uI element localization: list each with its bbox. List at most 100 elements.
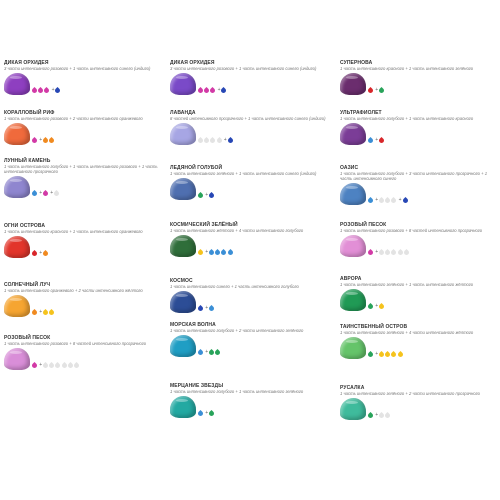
drop-icon	[54, 362, 62, 370]
drop-icon	[220, 87, 228, 95]
recipe-description: 1 часть интенсивного голубого + 1 часть …	[170, 389, 304, 394]
drop-icon	[208, 305, 216, 313]
hair-swatch	[4, 123, 30, 146]
drop-icon	[196, 410, 205, 418]
drop-icon	[30, 309, 39, 317]
color-recipe: ТАИНСТВЕННЫЙ ОСТРОВ 1 часть интенсивного …	[340, 324, 496, 360]
swatch-row: +	[340, 235, 496, 258]
swatch-row: +	[170, 291, 332, 314]
recipe-description: 1 часть интенсивного розового + 2 части …	[4, 116, 143, 121]
plus-sign: +	[217, 87, 221, 94]
drops-group: +	[196, 192, 216, 200]
color-recipe: ЛУННЫЙ КАМЕНЬ 1 часть интенсивного голубо…	[4, 158, 162, 199]
plus-sign: +	[375, 412, 379, 419]
recipe-name: ЛАВАНДА	[170, 110, 196, 116]
swatch-row: +	[170, 123, 332, 146]
drops-group: +	[366, 87, 386, 95]
color-recipe: МОРСКАЯ ВОЛНА 1 часть интенсивного голубо…	[170, 322, 332, 358]
plus-sign: +	[51, 87, 55, 94]
recipe-name: ДИКАЯ ОРХИДЕЯ	[4, 60, 49, 66]
drop-icon	[366, 412, 375, 420]
drop-icon	[378, 303, 386, 311]
swatch-row: +	[340, 289, 496, 312]
recipe-description: 1 часть интенсивного синего + 1 часть ин…	[170, 284, 299, 289]
color-recipe: КОСМОС 1 часть интенсивного синего + 1 ча…	[170, 278, 332, 314]
drops-group: +	[366, 137, 386, 145]
color-recipe: КОРАЛЛОВЫЙ РИФ 1 часть интенсивного розов…	[4, 110, 162, 146]
hair-swatch	[170, 396, 196, 419]
recipe-name: ОГНИ ОСТРОВА	[4, 223, 46, 229]
plus-sign: +	[375, 303, 379, 310]
drops-group: +	[196, 349, 222, 357]
plus-sign: +	[205, 249, 209, 256]
drops-group: +	[196, 305, 216, 313]
color-recipe: МЕРЦАНИЕ ЗВЕЗДЫ 1 часть интенсивного голу…	[170, 383, 332, 419]
swatch-row: +	[170, 335, 332, 358]
hair-swatch	[4, 236, 30, 259]
recipe-name: СОЛНЕЧНЫЙ ЛУЧ	[4, 282, 51, 288]
recipe-description: 1 часть интенсивного зелёного + 1 часть …	[170, 171, 317, 176]
drop-icon	[30, 250, 39, 258]
plus-sign: +	[223, 137, 227, 144]
color-recipe: РОЗОВЫЙ ПЕСОК 1 часть интенсивного розово…	[4, 335, 162, 371]
recipe-name: ОАЗИС	[340, 165, 359, 171]
drop-icon	[214, 349, 222, 357]
drops-group: +	[196, 137, 234, 145]
recipe-description: 3 части интенсивного розового + 1 часть …	[4, 66, 151, 71]
drops-group: +	[196, 87, 228, 95]
drop-icon	[196, 349, 205, 357]
plus-sign: +	[375, 249, 379, 256]
hair-swatch	[340, 235, 366, 258]
color-recipe: ОГНИ ОСТРОВА 1 часть интенсивного красног…	[4, 223, 162, 259]
plus-sign: +	[375, 351, 379, 358]
color-recipe: ДИКАЯ ОРХИДЕЯ 3 части интенсивного розово…	[4, 60, 162, 96]
color-recipe: ЛАВАНДА 8 частей интенсивного прозрачного…	[170, 110, 332, 146]
drop-icon	[366, 137, 375, 145]
plus-sign: +	[375, 137, 379, 144]
recipe-name: ТАИНСТВЕННЫЙ ОСТРОВ	[340, 324, 408, 330]
recipe-name: МЕРЦАНИЕ ЗВЕЗДЫ	[170, 383, 224, 389]
recipe-name: РУСАЛКА	[340, 385, 365, 391]
drop-icon	[366, 303, 375, 311]
drop-icon	[366, 249, 375, 257]
color-recipe: ОАЗИС 1 часть интенсивного голубого + 3 ч…	[340, 165, 496, 206]
drop-icon	[42, 250, 50, 258]
color-recipe: КОСМИЧЕСКИЙ ЗЕЛЁНЫЙ 1 часть интенсивного …	[170, 222, 332, 258]
hair-swatch	[170, 335, 196, 358]
color-recipe: АВРОРА 1 часть интенсивного зелёного + 1 …	[340, 276, 496, 312]
recipe-name: РОЗОВЫЙ ПЕСОК	[4, 335, 51, 341]
recipe-description: 1 часть интенсивного зелёного + 4 части …	[340, 330, 474, 335]
swatch-row: + +	[4, 176, 162, 199]
hair-swatch	[340, 337, 366, 360]
color-recipe: СОЛНЕЧНЫЙ ЛУЧ 1 часть интенсивного оранже…	[4, 282, 162, 318]
drop-icon	[30, 362, 39, 370]
recipe-name: МОРСКАЯ ВОЛНА	[170, 322, 216, 328]
recipe-name: РОЗОВЫЙ ПЕСОК	[340, 222, 387, 228]
hair-swatch	[340, 183, 366, 206]
plus-sign: +	[39, 362, 43, 369]
swatch-row: +	[4, 73, 162, 96]
drop-icon	[30, 190, 39, 198]
drop-icon	[402, 249, 410, 257]
hair-swatch	[170, 291, 196, 314]
recipe-description: 3 части интенсивного розового + 1 часть …	[170, 66, 317, 71]
plus-sign: +	[39, 137, 43, 144]
hair-swatch	[4, 295, 30, 318]
drop-icon	[390, 249, 398, 257]
drop-icon	[196, 249, 205, 257]
recipe-name: ЛЕДЯНОЙ ГОЛУБОЙ	[170, 165, 223, 171]
plus-sign: +	[205, 349, 209, 356]
color-recipe: УЛЬТРАФИОЛЕТ 1 часть интенсивного голубог…	[340, 110, 496, 146]
recipe-description: 1 часть интенсивного зелёного + 1 часть …	[340, 282, 474, 287]
drop-icon	[396, 351, 404, 359]
hair-swatch	[170, 235, 196, 258]
hair-swatch	[170, 123, 196, 146]
swatch-row: +	[4, 295, 162, 318]
drop-icon	[196, 192, 205, 200]
hair-swatch	[340, 289, 366, 312]
swatch-row: +	[340, 337, 496, 360]
drop-icon	[208, 192, 216, 200]
drop-icon	[378, 137, 386, 145]
drop-icon	[209, 137, 217, 145]
recipe-description: 1 часть интенсивного оранжевого + 2 част…	[4, 288, 143, 293]
